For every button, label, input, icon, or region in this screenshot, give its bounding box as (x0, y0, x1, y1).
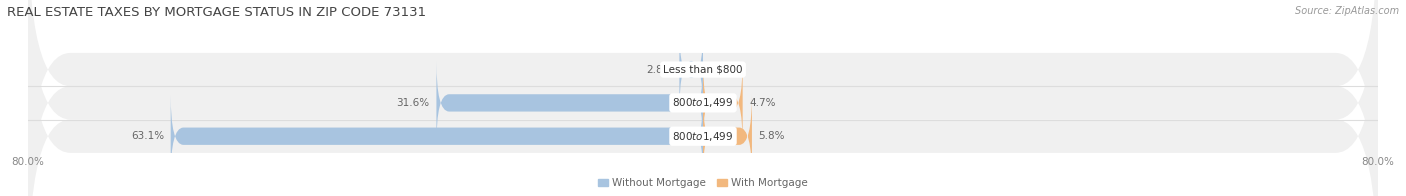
FancyBboxPatch shape (28, 0, 1378, 196)
FancyBboxPatch shape (703, 62, 742, 144)
FancyBboxPatch shape (170, 95, 703, 178)
Text: 5.8%: 5.8% (759, 131, 785, 141)
FancyBboxPatch shape (28, 0, 1378, 196)
FancyBboxPatch shape (436, 62, 703, 144)
Text: 63.1%: 63.1% (131, 131, 165, 141)
FancyBboxPatch shape (679, 28, 703, 111)
FancyBboxPatch shape (28, 0, 1378, 196)
Text: Less than $800: Less than $800 (664, 64, 742, 75)
Text: 4.7%: 4.7% (749, 98, 776, 108)
Text: 0.0%: 0.0% (710, 64, 735, 75)
Text: 2.8%: 2.8% (647, 64, 672, 75)
Text: 31.6%: 31.6% (396, 98, 430, 108)
Text: Source: ZipAtlas.com: Source: ZipAtlas.com (1295, 6, 1399, 16)
Text: $800 to $1,499: $800 to $1,499 (672, 130, 734, 143)
Legend: Without Mortgage, With Mortgage: Without Mortgage, With Mortgage (593, 174, 813, 193)
Text: REAL ESTATE TAXES BY MORTGAGE STATUS IN ZIP CODE 73131: REAL ESTATE TAXES BY MORTGAGE STATUS IN … (7, 6, 426, 19)
Text: $800 to $1,499: $800 to $1,499 (672, 96, 734, 109)
FancyBboxPatch shape (703, 95, 752, 178)
